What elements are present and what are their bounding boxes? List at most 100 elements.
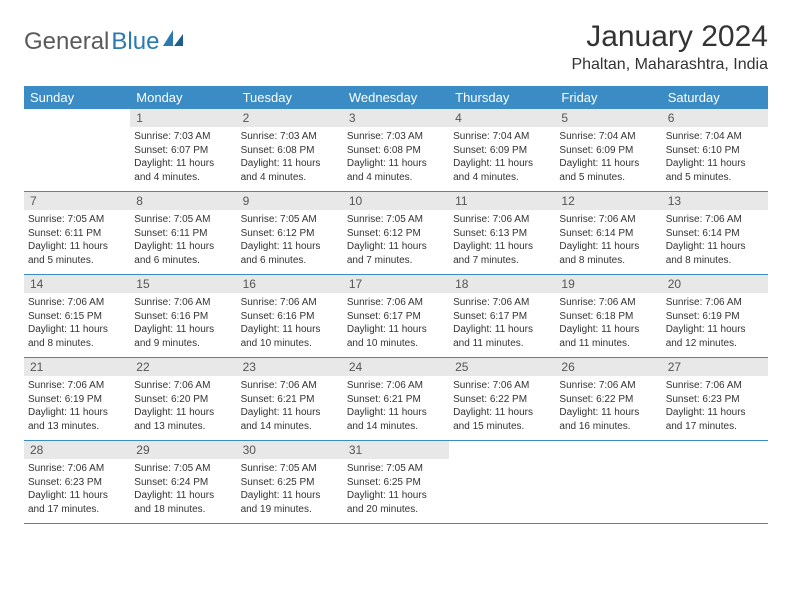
day-details: Sunrise: 7:03 AMSunset: 6:08 PMDaylight:…	[237, 127, 343, 188]
location-text: Phaltan, Maharashtra, India	[571, 56, 768, 74]
empty-day	[555, 441, 661, 459]
day-details: Sunrise: 7:06 AMSunset: 6:22 PMDaylight:…	[449, 376, 555, 437]
day-number: 31	[343, 441, 449, 459]
day-details: Sunrise: 7:05 AMSunset: 6:11 PMDaylight:…	[24, 210, 130, 271]
day-details: Sunrise: 7:06 AMSunset: 6:20 PMDaylight:…	[130, 376, 236, 437]
day-cell: 1Sunrise: 7:03 AMSunset: 6:07 PMDaylight…	[130, 109, 236, 191]
day-number: 23	[237, 358, 343, 376]
day-cell: 13Sunrise: 7:06 AMSunset: 6:14 PMDayligh…	[662, 192, 768, 274]
day-cell: 20Sunrise: 7:06 AMSunset: 6:19 PMDayligh…	[662, 275, 768, 357]
day-number: 24	[343, 358, 449, 376]
weekday-header: Wednesday	[343, 86, 449, 109]
day-cell	[662, 441, 768, 523]
day-number: 1	[130, 109, 236, 127]
day-cell: 10Sunrise: 7:05 AMSunset: 6:12 PMDayligh…	[343, 192, 449, 274]
day-cell: 3Sunrise: 7:03 AMSunset: 6:08 PMDaylight…	[343, 109, 449, 191]
day-details: Sunrise: 7:05 AMSunset: 6:12 PMDaylight:…	[343, 210, 449, 271]
day-cell: 7Sunrise: 7:05 AMSunset: 6:11 PMDaylight…	[24, 192, 130, 274]
weekday-header: Thursday	[449, 86, 555, 109]
month-title: January 2024	[571, 20, 768, 54]
day-details: Sunrise: 7:06 AMSunset: 6:22 PMDaylight:…	[555, 376, 661, 437]
day-cell: 23Sunrise: 7:06 AMSunset: 6:21 PMDayligh…	[237, 358, 343, 440]
day-cell: 24Sunrise: 7:06 AMSunset: 6:21 PMDayligh…	[343, 358, 449, 440]
logo-text-general: General	[24, 28, 109, 56]
day-details: Sunrise: 7:06 AMSunset: 6:21 PMDaylight:…	[237, 376, 343, 437]
day-cell: 25Sunrise: 7:06 AMSunset: 6:22 PMDayligh…	[449, 358, 555, 440]
day-cell: 15Sunrise: 7:06 AMSunset: 6:16 PMDayligh…	[130, 275, 236, 357]
day-number: 7	[24, 192, 130, 210]
header: GeneralBlue January 2024 Phaltan, Mahara…	[24, 20, 768, 74]
day-details: Sunrise: 7:04 AMSunset: 6:09 PMDaylight:…	[449, 127, 555, 188]
day-number: 20	[662, 275, 768, 293]
week-row: 28Sunrise: 7:06 AMSunset: 6:23 PMDayligh…	[24, 441, 768, 524]
day-number: 13	[662, 192, 768, 210]
day-cell	[24, 109, 130, 191]
day-cell: 21Sunrise: 7:06 AMSunset: 6:19 PMDayligh…	[24, 358, 130, 440]
calendar-grid: SundayMondayTuesdayWednesdayThursdayFrid…	[24, 86, 768, 524]
day-number: 15	[130, 275, 236, 293]
day-cell: 2Sunrise: 7:03 AMSunset: 6:08 PMDaylight…	[237, 109, 343, 191]
day-cell	[555, 441, 661, 523]
day-number: 26	[555, 358, 661, 376]
day-cell: 8Sunrise: 7:05 AMSunset: 6:11 PMDaylight…	[130, 192, 236, 274]
day-number: 8	[130, 192, 236, 210]
day-cell: 19Sunrise: 7:06 AMSunset: 6:18 PMDayligh…	[555, 275, 661, 357]
calendar-page: GeneralBlue January 2024 Phaltan, Mahara…	[0, 0, 792, 524]
empty-day	[24, 109, 130, 127]
day-details: Sunrise: 7:05 AMSunset: 6:12 PMDaylight:…	[237, 210, 343, 271]
day-number: 2	[237, 109, 343, 127]
day-cell: 17Sunrise: 7:06 AMSunset: 6:17 PMDayligh…	[343, 275, 449, 357]
day-cell: 29Sunrise: 7:05 AMSunset: 6:24 PMDayligh…	[130, 441, 236, 523]
day-details: Sunrise: 7:06 AMSunset: 6:17 PMDaylight:…	[449, 293, 555, 354]
day-number: 4	[449, 109, 555, 127]
empty-day	[449, 441, 555, 459]
day-details: Sunrise: 7:06 AMSunset: 6:23 PMDaylight:…	[662, 376, 768, 437]
day-number: 12	[555, 192, 661, 210]
day-number: 9	[237, 192, 343, 210]
day-number: 30	[237, 441, 343, 459]
day-cell: 18Sunrise: 7:06 AMSunset: 6:17 PMDayligh…	[449, 275, 555, 357]
day-number: 29	[130, 441, 236, 459]
day-details: Sunrise: 7:04 AMSunset: 6:09 PMDaylight:…	[555, 127, 661, 188]
day-cell: 4Sunrise: 7:04 AMSunset: 6:09 PMDaylight…	[449, 109, 555, 191]
day-details: Sunrise: 7:05 AMSunset: 6:25 PMDaylight:…	[343, 459, 449, 520]
day-cell: 28Sunrise: 7:06 AMSunset: 6:23 PMDayligh…	[24, 441, 130, 523]
logo-sail-icon	[163, 28, 185, 53]
day-number: 10	[343, 192, 449, 210]
title-block: January 2024 Phaltan, Maharashtra, India	[571, 20, 768, 74]
day-details: Sunrise: 7:05 AMSunset: 6:24 PMDaylight:…	[130, 459, 236, 520]
day-cell: 12Sunrise: 7:06 AMSunset: 6:14 PMDayligh…	[555, 192, 661, 274]
day-cell: 14Sunrise: 7:06 AMSunset: 6:15 PMDayligh…	[24, 275, 130, 357]
day-details: Sunrise: 7:05 AMSunset: 6:25 PMDaylight:…	[237, 459, 343, 520]
day-cell	[449, 441, 555, 523]
weekday-header: Friday	[555, 86, 661, 109]
weekday-header: Sunday	[24, 86, 130, 109]
weekday-header: Monday	[130, 86, 236, 109]
day-number: 22	[130, 358, 236, 376]
week-row: 21Sunrise: 7:06 AMSunset: 6:19 PMDayligh…	[24, 358, 768, 441]
logo-text-blue: Blue	[111, 28, 159, 56]
day-number: 28	[24, 441, 130, 459]
day-cell: 5Sunrise: 7:04 AMSunset: 6:09 PMDaylight…	[555, 109, 661, 191]
day-cell: 22Sunrise: 7:06 AMSunset: 6:20 PMDayligh…	[130, 358, 236, 440]
day-details: Sunrise: 7:06 AMSunset: 6:19 PMDaylight:…	[24, 376, 130, 437]
day-number: 17	[343, 275, 449, 293]
empty-day	[662, 441, 768, 459]
day-cell: 27Sunrise: 7:06 AMSunset: 6:23 PMDayligh…	[662, 358, 768, 440]
day-number: 27	[662, 358, 768, 376]
day-number: 6	[662, 109, 768, 127]
day-number: 11	[449, 192, 555, 210]
day-details: Sunrise: 7:06 AMSunset: 6:18 PMDaylight:…	[555, 293, 661, 354]
day-number: 3	[343, 109, 449, 127]
week-row: 7Sunrise: 7:05 AMSunset: 6:11 PMDaylight…	[24, 192, 768, 275]
day-details: Sunrise: 7:06 AMSunset: 6:21 PMDaylight:…	[343, 376, 449, 437]
day-details: Sunrise: 7:05 AMSunset: 6:11 PMDaylight:…	[130, 210, 236, 271]
day-cell: 30Sunrise: 7:05 AMSunset: 6:25 PMDayligh…	[237, 441, 343, 523]
day-details: Sunrise: 7:03 AMSunset: 6:07 PMDaylight:…	[130, 127, 236, 188]
day-cell: 31Sunrise: 7:05 AMSunset: 6:25 PMDayligh…	[343, 441, 449, 523]
weekday-header-row: SundayMondayTuesdayWednesdayThursdayFrid…	[24, 86, 768, 109]
weekday-header: Saturday	[662, 86, 768, 109]
day-cell: 11Sunrise: 7:06 AMSunset: 6:13 PMDayligh…	[449, 192, 555, 274]
day-cell: 6Sunrise: 7:04 AMSunset: 6:10 PMDaylight…	[662, 109, 768, 191]
day-details: Sunrise: 7:04 AMSunset: 6:10 PMDaylight:…	[662, 127, 768, 188]
